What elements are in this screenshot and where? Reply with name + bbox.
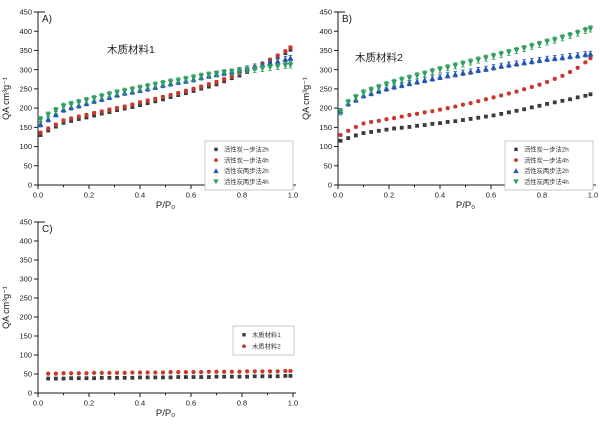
y-tick-label: 300: [19, 65, 32, 74]
y-tick-label: 150: [19, 332, 32, 341]
x-tick-label: 0.0: [33, 399, 43, 408]
y-tick-label: 200: [319, 104, 332, 113]
x-tick-label: 1.0: [288, 191, 298, 200]
x-tick-label: 0.2: [84, 191, 94, 200]
y-tick-label: 150: [319, 123, 332, 132]
panel-c-raw-material-chart: 0 50 100 150 200 250 300 350 400 450 0.0 0.2 0.4 0.6 0…: [1, 218, 298, 419]
y-tick-label: 100: [319, 142, 332, 151]
series-square: [38, 47, 293, 137]
y-tick-label: 400: [19, 237, 32, 246]
axes: 0 50 100 150 200 250 300 350 400 450 0.0 0.2 0.4 0.6 0…: [19, 8, 298, 200]
legend-entry-label: 活性炭一步法4h: [524, 155, 569, 164]
x-tick-label: 0.2: [384, 191, 394, 200]
legend: 木质材料1 木质材料2: [232, 325, 295, 356]
legend-entry-label: 木质材料2: [252, 341, 281, 350]
y-tick-label: 0: [328, 181, 332, 190]
x-tick-label: 0.8: [237, 191, 247, 200]
y-tick-label: 350: [19, 256, 32, 265]
series-circle: [38, 45, 293, 135]
legend-entry-label: 活性炭一步法2h: [224, 145, 269, 154]
x-tick-label: 1.0: [288, 399, 298, 408]
y-tick-label: 250: [319, 84, 332, 93]
panel-a-isotherm-chart: 0 50 100 150 200 250 300 350 400 450 0.0 0.2 0.4 0.6 0…: [1, 8, 298, 211]
y-tick-label: 0: [28, 389, 32, 398]
y-tick-label: 450: [19, 8, 32, 17]
y-tick-label: 350: [19, 46, 32, 55]
axes: 0 50 100 150 200 250 300 350 400 450 0.0 0.2 0.4 0.6 0…: [19, 218, 298, 408]
panel-label: A): [42, 14, 52, 25]
x-axis-label: P/P₀: [456, 200, 475, 211]
x-tick-label: 0.4: [135, 399, 145, 408]
panel-title: 木质材料2: [355, 51, 403, 64]
y-axis-label: QA cm³g⁻¹: [301, 77, 311, 120]
series-circle: [338, 56, 593, 138]
y-tick-label: 50: [24, 161, 32, 170]
y-tick-label: 250: [19, 84, 32, 93]
y-tick-label: 400: [19, 27, 32, 36]
series-square: [338, 92, 593, 143]
y-tick-label: 450: [19, 218, 32, 227]
x-tick-label: 0.8: [537, 191, 547, 200]
y-axis-label: QA cm³g⁻¹: [1, 77, 11, 120]
panel-label: C): [42, 224, 53, 235]
x-tick-label: 0.6: [486, 191, 496, 200]
series-circle: [46, 368, 293, 376]
y-tick-label: 100: [19, 351, 32, 360]
y-tick-label: 300: [319, 65, 332, 74]
y-axis-label: QA cm³g⁻¹: [1, 286, 11, 329]
x-tick-label: 0.4: [135, 191, 145, 200]
y-tick-label: 150: [19, 123, 32, 132]
x-tick-label: 0.8: [237, 399, 247, 408]
legend-entry-label: 活性炭一步法4h: [224, 155, 269, 164]
series-triangle-down: [337, 25, 594, 116]
x-axis-label: P/P₀: [156, 408, 175, 419]
y-tick-label: 50: [324, 161, 332, 170]
y-tick-label: 0: [28, 181, 32, 190]
x-tick-label: 0.4: [435, 191, 445, 200]
y-tick-label: 200: [19, 104, 32, 113]
x-tick-label: 0.6: [186, 191, 196, 200]
legend-entry-label: 活性炭一步法2h: [524, 145, 569, 154]
x-tick-label: 1.0: [588, 191, 598, 200]
series-triangle-down: [37, 61, 294, 124]
y-tick-label: 200: [19, 313, 32, 322]
x-tick-label: 0.6: [186, 399, 196, 408]
y-tick-label: 400: [319, 27, 332, 36]
x-axis-label: P/P₀: [156, 200, 175, 211]
series-square: [46, 374, 293, 381]
x-tick-label: 0.0: [33, 191, 43, 200]
legend-entry-label: 木质材料1: [252, 330, 281, 339]
y-tick-label: 250: [19, 294, 32, 303]
panel-b-isotherm-chart: 0 50 100 150 200 250 300 350 400 450 0.0 0.2 0.4 0.6 0…: [301, 8, 598, 211]
panel-label: B): [342, 14, 352, 25]
y-tick-label: 100: [19, 142, 32, 151]
x-tick-label: 0.2: [84, 399, 94, 408]
x-tick-label: 0.0: [333, 191, 343, 200]
panel-title: 木质材料1: [107, 43, 155, 56]
y-tick-label: 450: [319, 8, 332, 17]
legend-entry-label: 活性炭两步法4h: [224, 177, 269, 186]
y-tick-label: 50: [24, 370, 32, 379]
legend-entry-label: 活性炭两步法2h: [224, 166, 269, 175]
legend-entry-label: 活性炭两步法2h: [524, 166, 569, 175]
legend-entry-label: 活性炭两步法4h: [524, 177, 569, 186]
y-tick-label: 350: [319, 46, 332, 55]
y-tick-label: 300: [19, 275, 32, 284]
